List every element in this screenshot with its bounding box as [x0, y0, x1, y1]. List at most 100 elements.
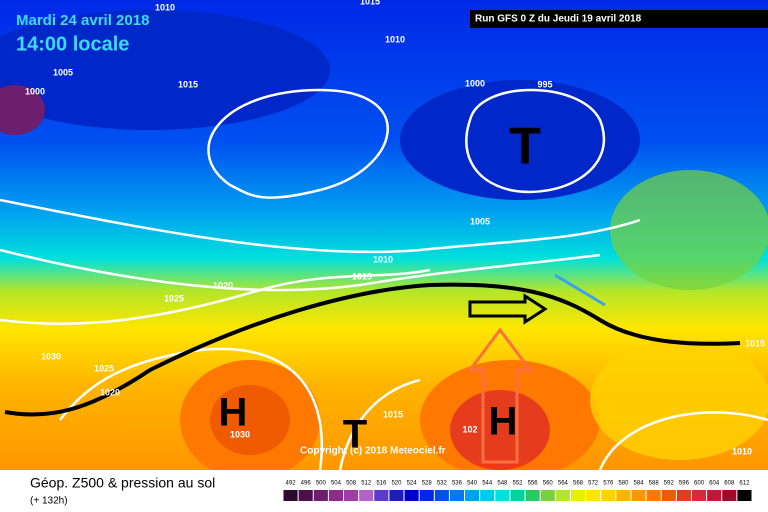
date: Mardi 24 avril 2018 [16, 12, 149, 29]
legend-swatch [601, 490, 616, 501]
isobar-label: 1005 [470, 216, 490, 226]
legend-swatch [661, 490, 676, 501]
legend-swatch [313, 490, 328, 501]
legend-swatch [570, 490, 586, 501]
legend-label: 536 [452, 481, 463, 487]
copyright: Copyright (c) 2018 Meteociel.fr [300, 446, 446, 457]
legend-label: 504 [331, 481, 342, 487]
legend-label: 584 [634, 481, 645, 487]
isobar-label: 1025 [94, 363, 114, 373]
legend-swatch [328, 490, 344, 501]
pressure-center: T [509, 118, 541, 176]
legend-swatch [434, 490, 449, 501]
isobar-label: 1015 [745, 338, 765, 348]
run-banner [470, 10, 768, 28]
legend-label: 552 [512, 481, 523, 487]
isobars [0, 88, 768, 471]
legend-label: 532 [437, 481, 448, 487]
legend-label: 600 [694, 481, 705, 487]
legend-label: 596 [679, 481, 690, 487]
isobar-label: 1000 [25, 86, 45, 96]
legend-label: 592 [664, 481, 675, 487]
isobar-label: 1015 [352, 271, 372, 281]
legend-swatch [465, 490, 480, 501]
legend-label: 608 [724, 481, 735, 487]
footer-lead: (+ 132h) [30, 496, 68, 507]
front-line [4, 282, 741, 417]
isobar-label: 1010 [373, 254, 393, 264]
legend-label: 520 [391, 481, 402, 487]
legend-label: 528 [422, 481, 433, 487]
legend-swatch [691, 490, 707, 501]
legend-label: 564 [558, 481, 569, 487]
legend-label: 492 [286, 481, 297, 487]
arrow [554, 273, 606, 307]
legend-swatch [707, 490, 722, 501]
isobar-label: 995 [537, 79, 552, 89]
isobar-label: 1010 [385, 34, 405, 44]
isobar-label: 1000 [465, 78, 485, 88]
legend-label: 576 [603, 481, 614, 487]
legend-swatch [646, 490, 661, 501]
legend-swatch [737, 490, 752, 501]
isobar-label: 1015 [383, 409, 403, 419]
legend-swatch [404, 490, 419, 501]
isobar-label: 1015 [178, 79, 198, 89]
legend-label: 544 [482, 481, 493, 487]
isobar-label: 1030 [230, 429, 250, 439]
legend-label: 604 [709, 481, 720, 487]
legend-label: 556 [528, 481, 539, 487]
run-info: Run GFS 0 Z du Jeudi 19 avril 2018 [475, 14, 642, 25]
footer-title: Géop. Z500 & pression au sol [30, 475, 215, 491]
legend-label: 512 [361, 481, 372, 487]
isobar-label: 1020 [213, 280, 233, 290]
isobar-label: 1030 [41, 351, 61, 361]
legend-swatch [540, 490, 555, 501]
isobar-label: 1005 [53, 67, 73, 77]
legend-label: 540 [467, 481, 478, 487]
legend-swatch [676, 490, 691, 501]
legend-swatch [449, 490, 465, 501]
legend-swatch [495, 490, 510, 501]
legend-label: 612 [739, 481, 750, 487]
legend-swatch [631, 490, 646, 501]
pressure-center: H [489, 400, 518, 444]
isobar-label: 1010 [155, 2, 175, 12]
legend-label: 496 [301, 481, 312, 487]
legend-swatch [419, 490, 434, 501]
legend-swatch [480, 490, 495, 501]
pressure-center: T [343, 413, 367, 457]
legend-label: 568 [573, 481, 584, 487]
legend-swatch [510, 490, 525, 501]
legend-swatch [283, 490, 298, 501]
isobar-label: 1015 [360, 0, 380, 6]
time: 14:00 locale [16, 33, 129, 55]
legend-swatch [586, 490, 601, 501]
legend-swatch [344, 490, 359, 501]
legend-label: 516 [376, 481, 387, 487]
legend-swatch [374, 490, 389, 501]
pressure-center: H [219, 391, 248, 435]
legend-swatch [525, 490, 540, 501]
legend-swatch [359, 490, 374, 501]
isobar-label: 102 [462, 424, 477, 434]
arrow [467, 327, 533, 464]
legend-label: 588 [649, 481, 660, 487]
legend-label: 508 [346, 481, 357, 487]
legend-label: 572 [588, 481, 599, 487]
legend-swatch [389, 490, 404, 501]
legend-swatch [616, 490, 631, 501]
legend-swatch [722, 490, 737, 501]
legend-label: 548 [497, 481, 508, 487]
legend-swatch [298, 490, 313, 501]
map-background [0, 0, 768, 480]
isobar-label: 1020 [100, 387, 120, 397]
legend-label: 560 [543, 481, 554, 487]
legend-label: 524 [407, 481, 418, 487]
legend-label: 500 [316, 481, 327, 487]
legend-swatch [555, 490, 570, 501]
arrow [468, 293, 548, 325]
legend-label: 580 [618, 481, 629, 487]
isobar-label: 1010 [732, 446, 752, 456]
